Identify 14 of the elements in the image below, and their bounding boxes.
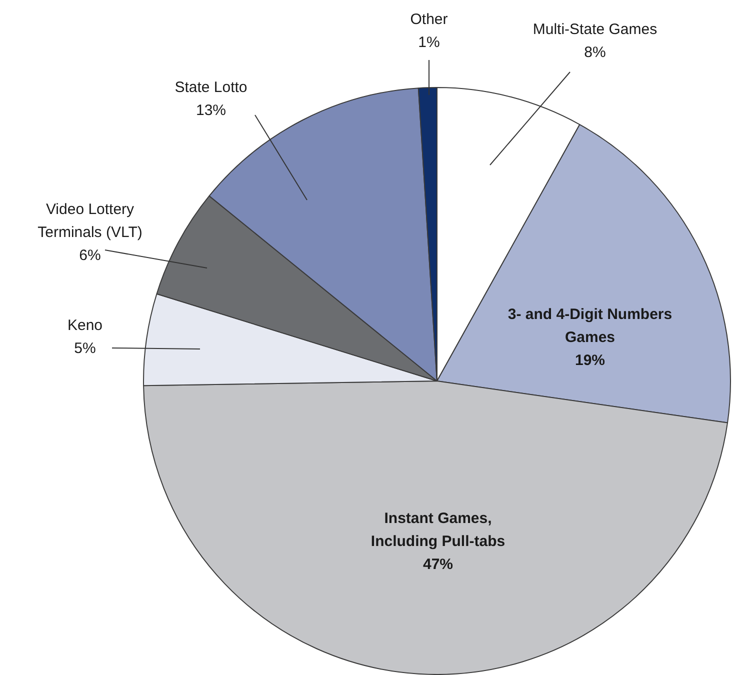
slice-label: Instant Games, Including Pull-tabs xyxy=(370,510,506,550)
data-label: 19% xyxy=(574,352,606,370)
data-label: 47% xyxy=(422,556,454,574)
slice-label: State Lotto xyxy=(174,79,248,96)
data-label: 5% xyxy=(74,340,96,358)
data-label: 1% xyxy=(418,34,440,52)
data-label: 13% xyxy=(196,102,226,120)
data-label: 8% xyxy=(584,44,606,62)
slice-label: 3- and 4-Digit Numbers Games xyxy=(508,306,672,346)
slice-label: Video Lottery Terminals (VLT) xyxy=(38,201,142,242)
slice-label: Other xyxy=(410,11,448,28)
data-label: 6% xyxy=(79,247,101,264)
slice-label: Multi-State Games xyxy=(532,21,658,38)
slice-label: Keno xyxy=(67,317,103,334)
